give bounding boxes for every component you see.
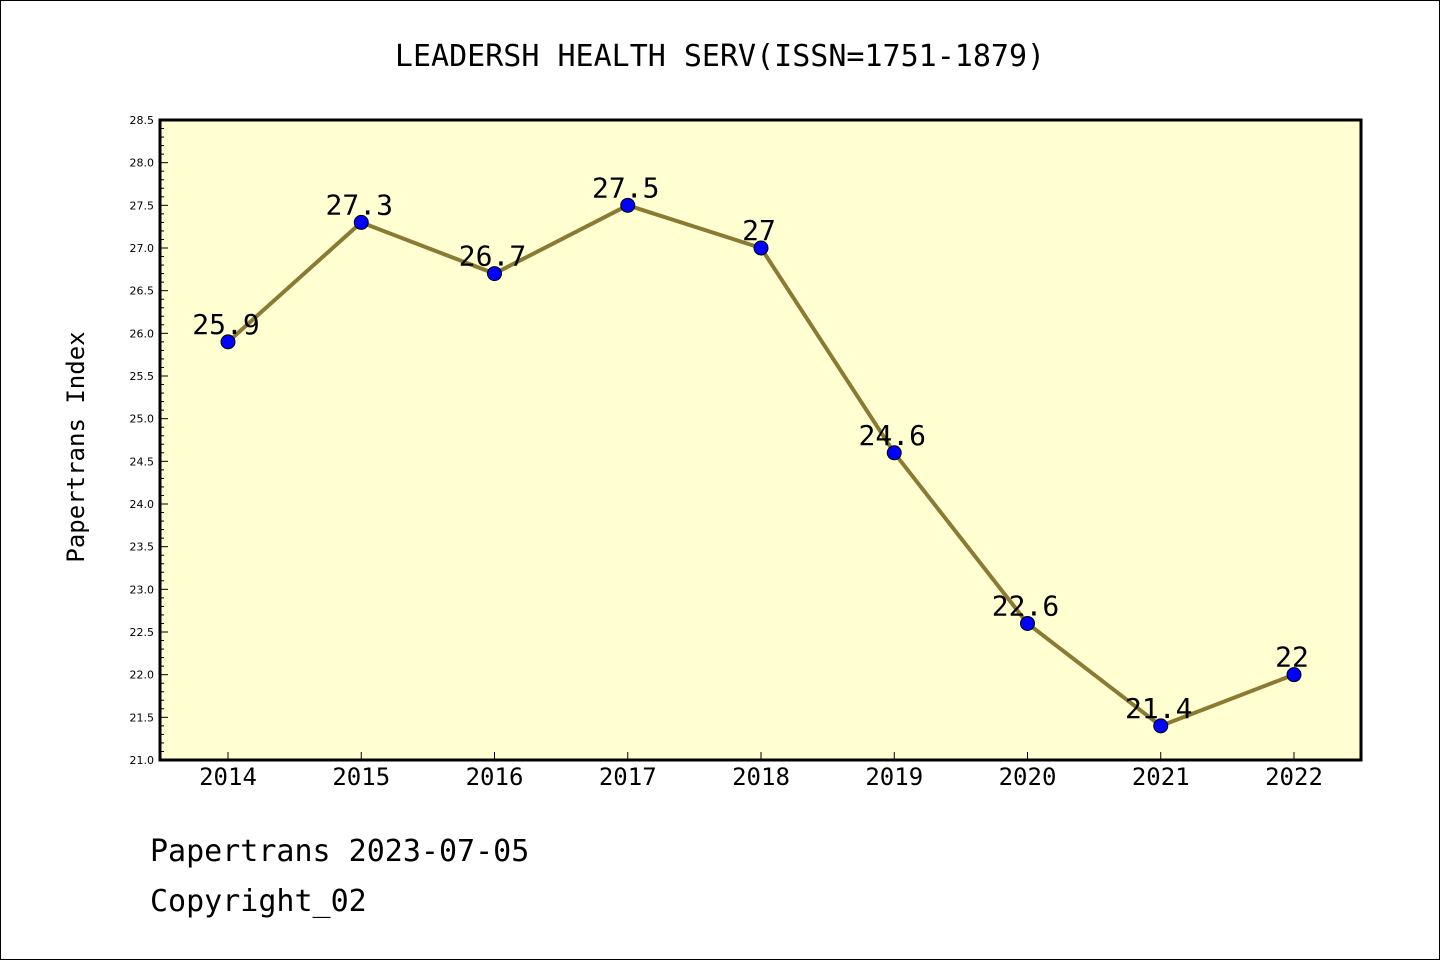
data-point: [753, 240, 769, 256]
data-point: [1153, 718, 1169, 734]
chart-title: LEADERSH HEALTH SERV(ISSN=1751-1879): [395, 39, 1045, 74]
x-axis: 2014 2015 2016 2017 2018 2019 2020 2021 2022: [199, 752, 1323, 791]
x-tick-label: 2018: [732, 763, 790, 791]
x-tick-label: 2015: [332, 763, 390, 791]
data-point: [220, 334, 236, 350]
y-tick-label: 22.0: [130, 669, 155, 682]
data-point: [1286, 667, 1302, 683]
data-point: [487, 266, 502, 282]
y-tick-label: 21.0: [130, 754, 155, 767]
x-tick-label: 2016: [466, 763, 524, 791]
x-tick-label: 2017: [599, 763, 657, 791]
y-tick-label: 23.0: [130, 583, 155, 596]
y-tick-label: 24.5: [130, 455, 155, 468]
y-tick-label: 21.5: [130, 711, 155, 724]
y-tick-label: 28.5: [130, 114, 155, 127]
x-tick-label: 2020: [999, 763, 1057, 791]
y-tick-label: 27.5: [130, 199, 155, 212]
y-tick-label: 27.0: [130, 242, 155, 255]
data-label: 21.4: [1125, 692, 1192, 725]
y-tick-label: 23.5: [130, 541, 155, 554]
data-label: 24.6: [859, 419, 926, 452]
footer-copyright: Copyright_02: [150, 884, 367, 919]
y-tick-label: 25.5: [130, 370, 155, 383]
data-point: [1020, 615, 1035, 631]
series-layer: 25.9 27.3 26.7 27.5 27 24.6 22.6 21.4 22: [192, 171, 1309, 734]
footer-date: Papertrans 2023-07-05: [150, 834, 530, 869]
y-tick-label: 24.0: [130, 498, 155, 511]
x-tick-label: 2019: [865, 763, 923, 791]
y-axis-label: Papertrans Index: [62, 331, 90, 562]
data-label: 25.9: [192, 308, 259, 341]
data-point: [620, 197, 636, 213]
data-label: 27.5: [592, 171, 659, 204]
y-tick-label: 25.0: [130, 413, 155, 426]
y-tick-label: 22.5: [130, 626, 155, 639]
y-tick-label: 26.0: [130, 327, 155, 340]
data-label: 22.6: [992, 589, 1059, 622]
y-tick-label: 28.0: [130, 157, 155, 170]
x-tick-label: 2022: [1265, 763, 1323, 791]
data-label: 27.3: [326, 188, 393, 221]
data-label: 22: [1275, 641, 1309, 674]
x-tick-label: 2021: [1132, 763, 1190, 791]
y-tick-label: 26.5: [130, 285, 155, 298]
data-point: [353, 214, 369, 230]
data-label: 26.7: [459, 240, 526, 273]
x-tick-label: 2014: [199, 763, 257, 791]
y-axis: 21.0 21.5 22.0 22.5 23.0 23.5 24.0 24.5 25.0 25.5…: [130, 114, 168, 767]
data-label: 27: [742, 214, 776, 247]
data-point: [886, 445, 902, 461]
